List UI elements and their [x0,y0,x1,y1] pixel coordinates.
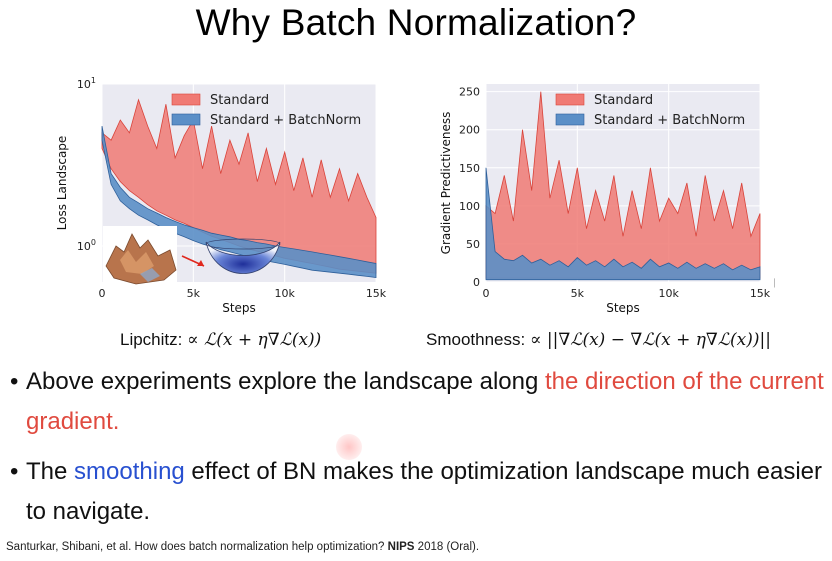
mouse-cursor-icon [774,278,775,288]
chart-legend: Standard Standard + BatchNorm [171,93,361,128]
pointer-highlight [336,434,362,460]
bullet-item-2: • The smoothing effect of BN makes the o… [10,452,825,532]
y-tick-exponent: 1 [91,76,96,85]
citation: Santurkar, Shibani, et al. How does batc… [6,541,479,553]
y-tick-label: 100 [77,238,96,253]
bullet-list: • Above experiments explore the landscap… [10,362,825,532]
y-tick-label: 0 [473,276,480,289]
x-tick-label: 15k [750,287,771,300]
bowl-rim [205,238,281,250]
lipschitz-formula: Lipchitz: ∝ ℒ(x + η∇ℒ(x)) [120,330,321,350]
legend-swatch-batchnorm [555,113,585,126]
citation-text: Santurkar, Shibani, et al. How does batc… [6,541,388,553]
y-tick-label: 100 [459,200,480,213]
x-tick-label: 5k [187,287,201,300]
legend-label-batchnorm: Standard + BatchNorm [210,113,361,128]
x-tick-label: 15k [366,287,387,300]
y-tick-exponent: 0 [91,238,96,247]
y-axis-label: Gradient Predictiveness [439,112,453,255]
smoothness-formula: Smoothness: ∝ ||∇ℒ(x) − ∇ℒ(x + η∇ℒ(x))|| [426,330,771,350]
y-axis-label: Loss Landscape [55,136,69,231]
legend-swatch-standard [171,93,201,106]
x-tick-label: 5k [571,287,585,300]
smoothness-label: Smoothness: [426,330,526,349]
y-tick-label: 50 [466,238,480,251]
citation-venue: NIPS [387,541,415,553]
y-tick-label: 200 [459,124,480,137]
bullet-2-text-a: The [26,458,75,485]
legend-label-standard: Standard [594,93,653,108]
x-axis-label: Steps [606,301,640,315]
x-tick-label: 0 [99,287,106,300]
smooth-bowl-surface-icon [205,241,281,274]
surface-inset [103,226,281,285]
bullet-2-highlight: smoothing [74,458,185,485]
legend-swatch-batchnorm [171,113,201,126]
x-axis-label: Steps [222,301,256,315]
slide-title: Why Batch Normalization? [195,2,637,43]
citation-tail: 2018 (Oral). [414,541,480,553]
bullet-1-text: Above experiments explore the landscape … [26,368,545,395]
legend-label-batchnorm: Standard + BatchNorm [594,113,745,128]
x-tick-label: 10k [274,287,295,300]
series-batchnorm-area [101,126,377,278]
x-tick-label: 0 [483,287,490,300]
y-tick-label: 150 [459,162,480,175]
loss-landscape-chart: 0 5k 10k 15k 101 100 Steps Loss Landscape Standa… [55,76,387,315]
gradient-predictiveness-chart: 0 5k 10k 15k 0 50 100 150 200 250 Steps Gradient Pr… [439,84,775,315]
series-batchnorm-area [485,167,761,281]
bullet-dot-icon: • [10,368,19,395]
legend-swatch-standard [555,93,585,106]
legend-label-standard: Standard [210,93,269,108]
arrow-head-icon [197,260,204,266]
bullet-2-text-b: effect of BN makes the optimization land… [26,458,822,525]
y-tick-label: 250 [459,86,480,99]
rough-surface-shadow [140,268,160,282]
lipschitz-label: Lipchitz: [120,330,183,349]
bullet-1-highlight: the direction of the current gradient. [26,368,824,435]
rough-surface-highlight [120,250,154,274]
chart-legend: Standard Standard + BatchNorm [555,93,745,128]
smoothness-expression: ∝ ||∇ℒ(x) − ∇ℒ(x + η∇ℒ(x))|| [529,330,771,350]
bullet-dot-icon: • [10,458,19,485]
y-tick-label: 101 [77,76,96,91]
x-tick-label: 10k [658,287,679,300]
bullet-item-1: • Above experiments explore the landscap… [10,362,825,442]
lipschitz-expression: ∝ ℒ(x + η∇ℒ(x)) [187,330,322,350]
